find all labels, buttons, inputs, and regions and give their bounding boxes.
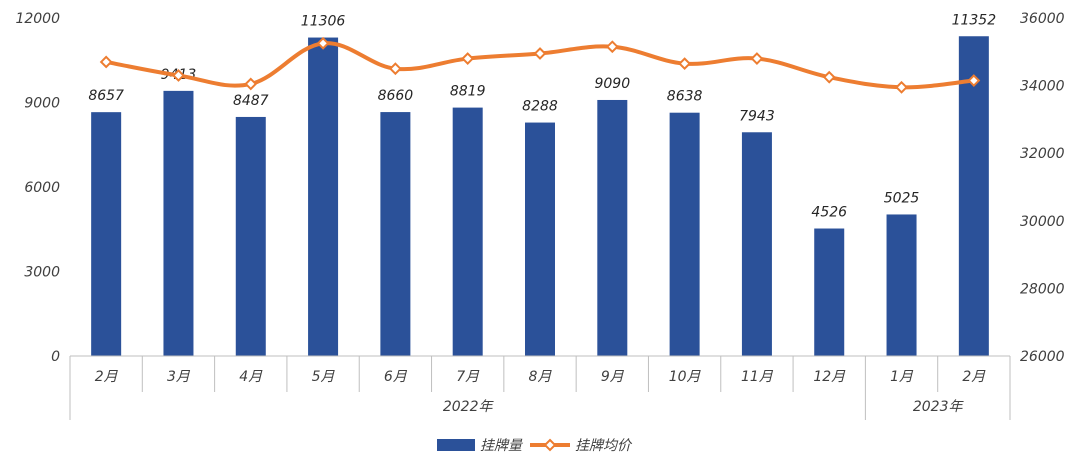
bar bbox=[91, 112, 122, 356]
legend: 挂牌量 挂牌均价 bbox=[437, 438, 633, 454]
bar-data-label: 8288 bbox=[522, 99, 558, 115]
left-y-axis: 0 3000 6000 9000 12000 bbox=[15, 11, 60, 365]
right-tick-label: 30000 bbox=[1020, 214, 1065, 230]
x-tick-label: 4月 bbox=[239, 369, 263, 385]
x-tick-label: 2月 bbox=[962, 369, 986, 385]
bar bbox=[741, 132, 772, 356]
bar bbox=[308, 37, 339, 356]
bar bbox=[814, 228, 845, 356]
bar-data-label: 8487 bbox=[233, 93, 269, 109]
bar bbox=[380, 112, 411, 357]
x-tick-label: 11月 bbox=[741, 369, 774, 385]
legend-swatch-bar bbox=[437, 439, 475, 451]
line-point bbox=[750, 52, 764, 65]
bar bbox=[597, 99, 628, 356]
line-point bbox=[316, 36, 330, 50]
bar-data-label: 11306 bbox=[301, 14, 346, 30]
legend-label-line: 挂牌均价 bbox=[575, 438, 633, 454]
legend-marker-line bbox=[543, 438, 557, 452]
bar bbox=[958, 36, 989, 356]
bar-data-label: 8638 bbox=[667, 89, 703, 105]
right-tick-label: 28000 bbox=[1020, 281, 1065, 297]
x-tick-label: 7月 bbox=[456, 369, 480, 385]
x-tick-label: 10月 bbox=[669, 369, 702, 385]
right-tick-label: 32000 bbox=[1020, 146, 1065, 162]
line-point bbox=[533, 47, 547, 60]
left-tick-label: 12000 bbox=[15, 11, 60, 27]
x-axis: 2月 3月 4月 5月 6月 7月 8月 9月 10月 11月 12月 1月 2月 2022年 2023年 bbox=[69, 355, 1011, 420]
bar-data-label: 11352 bbox=[952, 12, 997, 28]
x-tick-label: 5月 bbox=[312, 369, 336, 385]
line-series bbox=[99, 36, 981, 94]
x-tick-label: 6月 bbox=[384, 369, 408, 385]
bar-series bbox=[91, 36, 989, 357]
bar bbox=[525, 122, 555, 357]
line-point bbox=[822, 70, 836, 84]
line-point bbox=[967, 74, 981, 87]
bar-data-label: 8657 bbox=[88, 88, 124, 104]
bar-data-label: 4526 bbox=[811, 205, 847, 221]
line-point bbox=[461, 52, 475, 65]
bar bbox=[163, 90, 194, 357]
bar bbox=[669, 112, 700, 356]
legend-label-bar: 挂牌量 bbox=[480, 438, 524, 454]
line-point bbox=[99, 55, 113, 69]
bar-data-label: 8819 bbox=[450, 84, 486, 100]
right-tick-label: 34000 bbox=[1020, 79, 1065, 95]
line-point bbox=[678, 57, 692, 71]
left-tick-label: 3000 bbox=[24, 265, 60, 281]
x-tick-label: 1月 bbox=[890, 369, 914, 385]
x-tick-label: 2月 bbox=[95, 369, 119, 385]
bar-data-label: 8660 bbox=[378, 88, 414, 104]
left-tick-label: 9000 bbox=[24, 96, 60, 112]
bar bbox=[452, 107, 483, 356]
left-tick-label: 6000 bbox=[24, 180, 60, 196]
bar bbox=[235, 116, 266, 357]
right-tick-label: 36000 bbox=[1020, 11, 1065, 27]
line-point bbox=[605, 40, 619, 54]
group-label: 2022年 bbox=[443, 399, 495, 415]
bar-data-label: 9090 bbox=[594, 76, 630, 92]
x-tick-label: 3月 bbox=[167, 369, 191, 385]
line-point bbox=[244, 77, 258, 91]
left-tick-label: 0 bbox=[51, 349, 60, 365]
x-tick-label: 9月 bbox=[601, 369, 625, 385]
x-tick-label: 12月 bbox=[813, 369, 846, 385]
right-y-axis: 26000 28000 30000 32000 34000 36000 bbox=[1020, 11, 1065, 365]
bar-data-label: 7943 bbox=[739, 108, 775, 124]
line-point bbox=[388, 62, 402, 76]
group-label: 2023年 bbox=[913, 399, 965, 415]
bar bbox=[886, 214, 917, 356]
line-point bbox=[895, 80, 908, 94]
right-tick-label: 26000 bbox=[1020, 349, 1065, 365]
x-tick-label: 8月 bbox=[529, 369, 553, 385]
line-point bbox=[172, 69, 185, 82]
bar-data-label: 5025 bbox=[884, 190, 920, 206]
